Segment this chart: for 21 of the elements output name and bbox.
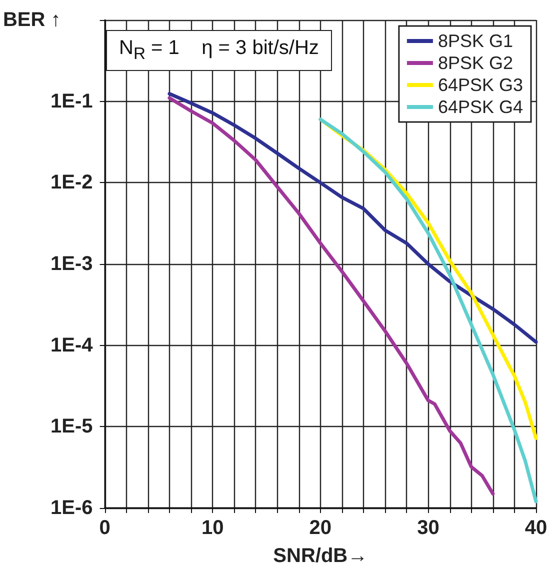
y-tick-label: 1E-3	[50, 253, 93, 275]
legend-label: 64PSK G3	[438, 75, 524, 95]
y-tick-label: 1E-1	[50, 90, 93, 112]
x-tick-label: 40	[524, 517, 548, 539]
line-series	[168, 92, 538, 344]
x-tick-label: 0	[99, 517, 110, 539]
x-tick-label: 20	[309, 517, 332, 539]
x-tick-label: 10	[201, 517, 224, 539]
x-axis-title: SNR/dB→	[273, 545, 368, 567]
line-series	[318, 118, 538, 504]
line-series	[168, 96, 495, 496]
y-tick-label: 1E-4	[50, 334, 94, 356]
legend-label: 64PSK G4	[438, 97, 524, 117]
y-tick-label: 1E-6	[50, 497, 93, 519]
y-tick-label: 1E-2	[50, 172, 93, 194]
legend-label: 8PSK G2	[438, 53, 513, 73]
y-tick-label: 1E-5	[50, 416, 93, 438]
y-axis-title: BER ↑	[2, 9, 61, 31]
legend-label: 8PSK G1	[438, 31, 513, 51]
annotation: N$_{R}$ = 1 η = 3 bit/s/Hz	[106, 30, 332, 71]
x-tick-label: 30	[417, 517, 440, 539]
